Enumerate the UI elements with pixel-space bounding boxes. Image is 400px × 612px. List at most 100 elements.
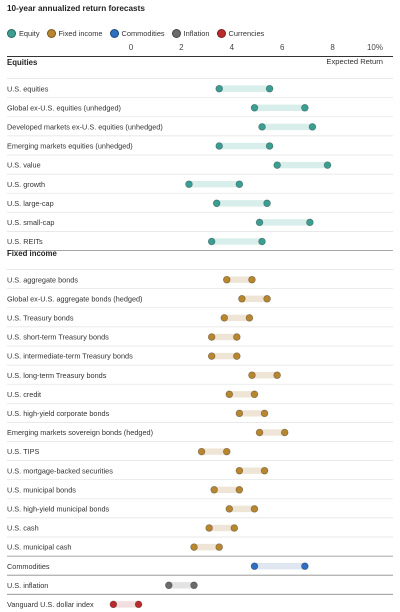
row-label: U.S. high-yield corporate bonds: [7, 409, 110, 418]
low-point: [207, 237, 216, 246]
row-label: Global ex-U.S. equities (unhedged): [7, 103, 121, 112]
range-band: [239, 467, 265, 474]
high-point: [245, 314, 254, 322]
legend-item-currencies: Currencies: [216, 28, 265, 38]
row-label: U.S. short-term Treasury bonds: [7, 333, 109, 342]
range-band: [211, 352, 237, 360]
low-point: [207, 352, 216, 360]
legend-item-commodities: Commodities: [109, 28, 165, 38]
low-point: [210, 486, 218, 494]
range-band: [211, 238, 263, 245]
row-label: U.S. municipal bonds: [7, 485, 76, 494]
low-point: [220, 314, 228, 322]
range-band: [194, 543, 220, 551]
high-point: [215, 543, 223, 551]
row-label: U.S. TIPS: [7, 447, 39, 456]
low-point: [248, 371, 256, 379]
low-point: [205, 524, 213, 532]
row-label: U.S. value: [7, 161, 41, 170]
legend-label-fixed: Fixed income: [58, 28, 103, 38]
high-point: [190, 581, 198, 590]
high-point: [265, 142, 274, 150]
legend-item-inflation: Inflation: [171, 28, 210, 38]
tick-label: 8: [330, 43, 335, 52]
row-label: U.S. equities: [7, 84, 49, 93]
row-label: Global ex-U.S. aggregate bonds (hedged): [7, 294, 142, 303]
low-point: [273, 161, 281, 169]
high-point: [250, 505, 259, 513]
chart-title: 10-year annualized return forecasts: [7, 4, 145, 13]
range-band: [188, 181, 240, 188]
range-band: [241, 295, 268, 302]
range-band: [219, 85, 270, 92]
low-point: [255, 428, 264, 437]
legend-label-equity: Equity: [19, 28, 40, 38]
row-label: U.S. REITs: [7, 237, 43, 246]
row-label: Vanguard U.S. dollar index: [7, 600, 94, 609]
row-label: U.S. credit: [7, 390, 41, 399]
range-band: [209, 524, 235, 532]
range-band: [262, 123, 313, 131]
range-band: [113, 601, 139, 608]
high-point: [134, 600, 143, 609]
low-point: [250, 562, 259, 570]
high-point: [273, 371, 281, 379]
legend-item-fixed: Fixed income: [46, 28, 103, 38]
legend-item-equity: Equity: [7, 28, 40, 38]
low-point: [197, 447, 206, 456]
tick-label: 2: [179, 43, 184, 52]
tick-label: 4: [230, 43, 235, 52]
high-point: [265, 84, 274, 93]
low-point: [212, 199, 221, 208]
row-label: U.S. long-term Treasury bonds: [7, 371, 107, 380]
high-point: [301, 104, 309, 112]
range-band: [219, 142, 270, 150]
row-label: Emerging markets sovereign bonds (hedged…: [7, 428, 153, 437]
legend-label-currencies: Currencies: [228, 28, 265, 38]
tick-label: 6: [280, 43, 285, 52]
range-band: [201, 448, 227, 455]
legend-swatch-fixed: [46, 28, 56, 38]
high-point: [263, 199, 271, 208]
low-point: [235, 466, 244, 475]
range-band: [168, 582, 194, 589]
row-label: Emerging markets equities (unhedged): [7, 142, 133, 151]
low-point: [235, 409, 244, 418]
low-point: [258, 123, 266, 131]
range-band: [251, 372, 278, 379]
range-band: [229, 391, 255, 398]
legend: Equity Fixed income Commodities Inflation Cu…: [7, 27, 271, 39]
high-point: [308, 123, 317, 131]
high-point: [323, 161, 332, 169]
low-point: [207, 333, 216, 341]
row-label: U.S. municipal cash: [7, 543, 71, 552]
row-label: U.S. aggregate bonds: [7, 275, 78, 284]
low-point: [255, 218, 264, 227]
high-point: [233, 352, 241, 360]
row-label: Commodities: [7, 562, 50, 571]
high-point: [235, 180, 244, 188]
row-label: U.S. mortgage-backed securities: [7, 466, 113, 475]
high-point: [280, 428, 289, 437]
range-band: [216, 200, 268, 207]
range-band: [211, 333, 237, 341]
low-point: [215, 142, 223, 150]
row-label: U.S. small-cap: [7, 218, 54, 227]
range-band: [224, 314, 250, 322]
high-point: [230, 524, 239, 532]
low-point: [225, 505, 234, 513]
low-point: [250, 104, 259, 112]
legend-label-inflation: Inflation: [183, 28, 210, 38]
low-point: [109, 600, 118, 609]
low-point: [225, 390, 234, 399]
range-band: [277, 161, 328, 169]
low-point: [185, 180, 193, 188]
axis-label: Expected Return: [326, 57, 383, 66]
high-point: [223, 447, 231, 456]
legend-swatch-equity: [7, 28, 16, 38]
high-point: [235, 486, 244, 494]
low-point: [215, 84, 223, 93]
row-label: U.S. high-yield municipal bonds: [7, 505, 110, 514]
row-label: Developed markets ex-U.S. equities (unhe…: [7, 123, 163, 132]
